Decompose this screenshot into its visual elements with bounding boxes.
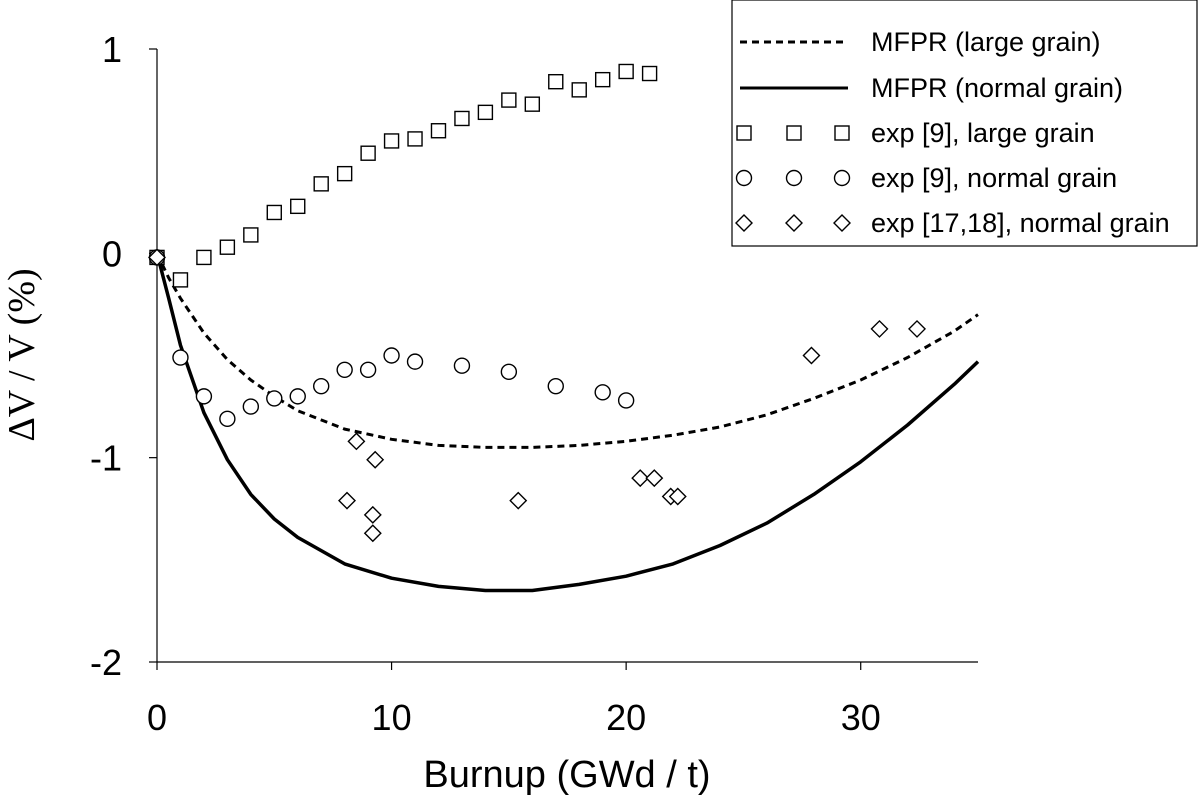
data-point-circle xyxy=(500,363,518,381)
data-point-square xyxy=(618,63,634,80)
data-point-diamond xyxy=(631,469,650,488)
series-line xyxy=(155,252,979,449)
data-point-square xyxy=(594,71,611,88)
x-tick-label: 20 xyxy=(606,697,646,738)
y-tick-label: -2 xyxy=(90,642,122,683)
data-point-square xyxy=(243,227,259,243)
data-point-square xyxy=(290,198,306,215)
data-point-diamond xyxy=(366,450,385,469)
data-point-square xyxy=(407,131,423,147)
series-exp-9-normal-grain xyxy=(148,249,635,428)
data-point-circle xyxy=(383,347,400,364)
legend-item: MFPR (normal grain) xyxy=(740,73,1123,103)
series-line xyxy=(155,252,980,593)
legend: MFPR (large grain) MFPR (normal grain) exp… xyxy=(731,0,1198,247)
data-point-square xyxy=(313,176,329,192)
data-point-circle xyxy=(242,398,260,415)
data-point-circle xyxy=(594,384,611,401)
data-point-circle xyxy=(406,353,424,370)
legend-box xyxy=(731,0,1198,247)
data-point-square xyxy=(454,110,470,127)
data-point-circle xyxy=(336,361,353,379)
data-point-square xyxy=(641,65,658,82)
legend-item: exp [17,18], normal grain xyxy=(735,208,1170,238)
data-point-circle xyxy=(313,377,330,395)
data-point-circle xyxy=(266,390,283,407)
data-point-square xyxy=(524,96,541,112)
data-point-circle xyxy=(219,410,236,428)
data-point-diamond xyxy=(509,491,528,510)
x-tick-label: 10 xyxy=(372,697,412,738)
data-point-square xyxy=(571,82,587,98)
x-tick-label: 0 xyxy=(147,697,167,738)
data-point-diamond xyxy=(668,487,687,506)
data-point-diamond xyxy=(645,469,664,488)
legend-marker-swatch xyxy=(736,125,752,141)
data-point-circle xyxy=(359,361,377,379)
data-point-diamond xyxy=(347,432,366,451)
data-point-diamond xyxy=(908,319,927,338)
legend-label: exp [17,18], normal grain xyxy=(871,208,1170,238)
data-point-circle xyxy=(547,377,564,395)
legend-item: MFPR (large grain) xyxy=(740,27,1101,57)
data-point-square xyxy=(477,104,494,121)
data-point-circle xyxy=(617,392,635,409)
legend-marker-swatch xyxy=(735,169,753,187)
legend-label: exp [9], large grain xyxy=(871,118,1095,148)
legend-label: MFPR (normal grain) xyxy=(871,73,1123,103)
y-tick-label: 0 xyxy=(102,233,122,274)
data-point-circle xyxy=(453,357,471,374)
data-point-diamond xyxy=(870,319,889,338)
axes xyxy=(156,49,978,663)
y-tick-label: 1 xyxy=(102,29,122,70)
data-point-square xyxy=(196,249,212,266)
legend-marker-swatch xyxy=(834,125,850,141)
data-point-square xyxy=(430,123,447,139)
data-point-diamond xyxy=(363,524,382,543)
data-point-square xyxy=(336,165,353,182)
data-point-diamond xyxy=(802,346,821,365)
data-point-square xyxy=(501,92,517,108)
data-point-square xyxy=(360,145,376,161)
legend-label: MFPR (large grain) xyxy=(871,27,1101,57)
legend-marker-swatch xyxy=(785,169,803,187)
data-point-circle xyxy=(172,349,189,366)
data-point-diamond xyxy=(338,491,356,510)
legend-label: exp [9], normal grain xyxy=(871,163,1117,193)
legend-marker-swatch xyxy=(785,214,803,232)
data-point-square xyxy=(219,239,236,255)
y-axis-title: ΔV / V (%) xyxy=(1,268,43,441)
legend-item: exp [9], large grain xyxy=(736,118,1095,148)
series-mfpr-normal-grain xyxy=(155,252,980,593)
data-point-circle xyxy=(195,388,213,405)
series-layer xyxy=(148,63,980,593)
data-point-square xyxy=(383,133,400,149)
legend-marker-swatch xyxy=(833,169,851,187)
legend-marker-swatch xyxy=(735,214,753,232)
series-mfpr-large-grain xyxy=(155,252,979,449)
x-axis-title: Burnup (GWd / t) xyxy=(423,754,710,796)
legend-marker-swatch xyxy=(833,214,851,232)
data-point-diamond xyxy=(363,505,382,524)
data-point-circle xyxy=(289,388,306,405)
y-tick-label: -1 xyxy=(90,438,122,479)
x-tick-label: 30 xyxy=(841,697,881,738)
data-point-diamond xyxy=(148,248,166,267)
legend-item: exp [9], normal grain xyxy=(735,163,1117,193)
series-exp-9-large-grain xyxy=(149,63,658,288)
data-point-square xyxy=(266,204,282,221)
data-point-square xyxy=(548,73,564,90)
series-exp-17-18-normal-grain xyxy=(148,248,927,543)
legend-marker-swatch xyxy=(786,125,802,141)
data-point-square xyxy=(172,272,189,288)
